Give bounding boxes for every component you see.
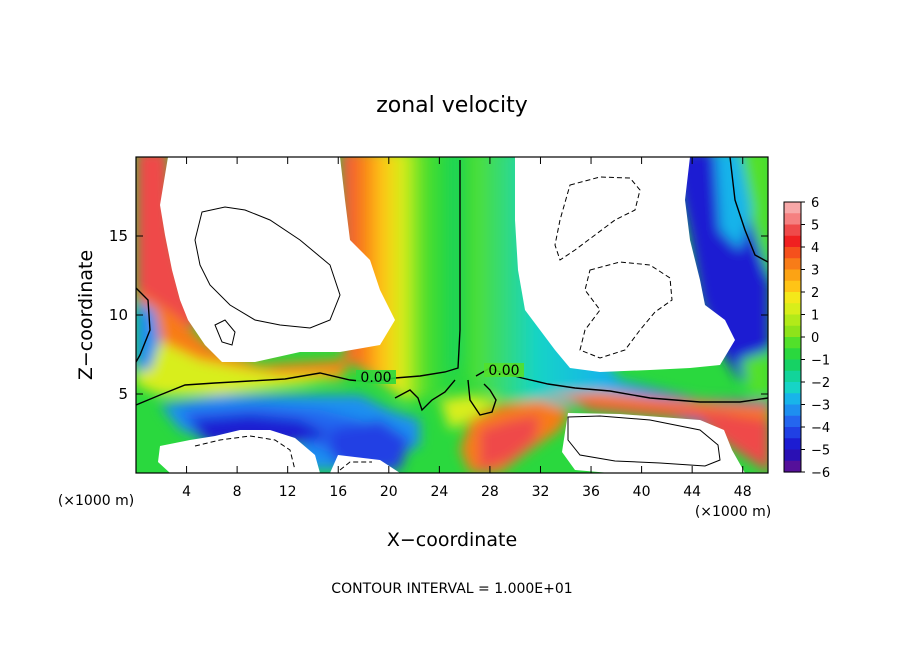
x-tick-label: 44 — [683, 484, 701, 500]
colorbar-frame — [783, 201, 802, 473]
colorbar-swatch — [784, 337, 801, 349]
colorbar-tick-label: −5 — [811, 444, 830, 459]
colorbar-swatch — [784, 292, 801, 304]
colorbar-swatch — [784, 359, 801, 372]
colorbar-swatch — [784, 348, 801, 361]
y-tick-label: 5 — [118, 385, 128, 403]
x-unit-right: (×1000 m) — [695, 504, 771, 520]
colorbar-swatch — [784, 303, 801, 316]
x-tick-label: 48 — [734, 484, 752, 500]
colorbar-swatch — [784, 370, 801, 383]
colorbar-swatch — [784, 415, 801, 428]
y-tick-label: 15 — [109, 227, 128, 245]
x-tick-label: 8 — [233, 484, 242, 500]
colorbar-swatch — [784, 202, 801, 214]
colorbar-swatch — [784, 213, 801, 226]
colorbar-swatch — [784, 280, 801, 293]
colorbar-swatch — [784, 438, 801, 451]
y-axis: 5 10 15 — [109, 227, 768, 403]
colorbar-swatch — [784, 224, 801, 237]
x-tick-label: 36 — [582, 484, 600, 500]
colorbar-swatch — [784, 460, 801, 473]
y-tick-label: 10 — [109, 306, 128, 324]
colorbar-tick-label: −2 — [811, 376, 830, 391]
chart-title: zonal velocity — [376, 93, 528, 118]
x-tick-label: 24 — [430, 484, 448, 500]
x-tick-label: 16 — [329, 484, 347, 500]
colorbar-tick-label: 0 — [811, 331, 819, 346]
x-axis: 4 8 12 16 20 24 28 32 36 40 44 48 — [182, 157, 752, 500]
colorbar-swatch — [784, 325, 801, 338]
contour-label-2: 0.00 — [488, 363, 519, 379]
velocity-field: 0.00 0.00 — [136, 157, 768, 473]
colorbar-swatch — [784, 449, 801, 462]
y-axis-label: Z−coordinate — [75, 250, 97, 380]
x-tick-label: 32 — [532, 484, 550, 500]
contour-label-1: 0.00 — [360, 370, 391, 386]
x-unit-left: (×1000 m) — [58, 493, 134, 509]
colorbar-swatch — [784, 269, 801, 282]
colorbar-swatch — [784, 258, 801, 271]
colorbar-swatch — [784, 393, 801, 406]
colorbar-tick-label: 3 — [811, 264, 819, 279]
colorbar: 6 5 4 3 2 1 0 −1 −2 −3 −4 −5 −6 — [784, 196, 830, 481]
x-axis-label: X−coordinate — [387, 529, 517, 551]
contour-interval-note: CONTOUR INTERVAL = 1.000E+01 — [331, 581, 572, 597]
colorbar-tick-label: 6 — [811, 196, 819, 211]
colorbar-swatch — [784, 427, 801, 439]
colorbar-tick-label: 1 — [811, 309, 819, 324]
colorbar-tick-label: −6 — [811, 466, 830, 481]
colorbar-tick-label: −3 — [811, 399, 830, 414]
x-tick-label: 12 — [279, 484, 297, 500]
colorbar-swatch — [784, 314, 801, 327]
colorbar-swatch — [784, 382, 801, 394]
colorbar-swatch — [784, 235, 801, 248]
colorbar-swatch — [784, 247, 801, 259]
colorbar-tick-label: 5 — [811, 219, 819, 234]
colorbar-tick-label: 2 — [811, 286, 819, 301]
x-tick-label: 40 — [633, 484, 651, 500]
x-tick-label: 20 — [380, 484, 398, 500]
colorbar-tick-label: −4 — [811, 421, 830, 436]
x-tick-label: 28 — [481, 484, 499, 500]
colorbar-swatch — [784, 404, 801, 417]
x-tick-label: 4 — [182, 484, 191, 500]
colorbar-tick-label: 4 — [811, 241, 819, 256]
colorbar-tick-label: −1 — [811, 354, 830, 369]
